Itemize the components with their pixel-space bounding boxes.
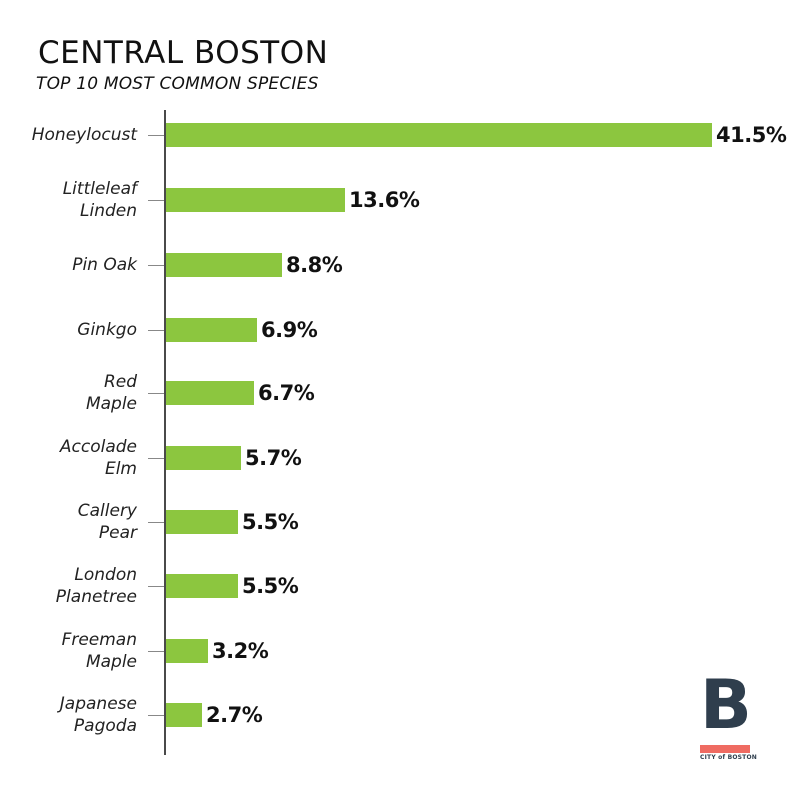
category-label: Honeylocust — [32, 124, 137, 146]
category-label-line: London — [74, 565, 137, 585]
category-label-line: Ginkgo — [77, 320, 137, 340]
value-label: 3.2% — [212, 639, 269, 663]
axis-tick — [148, 586, 164, 587]
category-label: Freeman Maple — [62, 629, 137, 673]
category-label-line: Honeylocust — [31, 125, 137, 145]
category-label: Pin Oak — [72, 254, 137, 276]
category-label: Ginkgo — [77, 319, 137, 341]
category-label: Littleleaf Linden — [63, 178, 137, 222]
category-label-line: Maple — [85, 394, 137, 414]
bar — [166, 574, 238, 598]
bar — [166, 703, 202, 727]
category-label-line: Accolade — [59, 437, 137, 457]
category-label: Callery Pear — [78, 500, 137, 544]
axis-tick — [148, 200, 164, 201]
category-label: Japanese Pagoda — [60, 693, 137, 737]
value-label: 5.5% — [242, 574, 299, 598]
category-label-line: Pagoda — [73, 716, 137, 736]
bar — [166, 639, 208, 663]
chart-title: CENTRAL BOSTON — [38, 35, 329, 71]
value-label: 5.7% — [245, 446, 302, 470]
axis-tick — [148, 458, 164, 459]
value-label: 6.9% — [261, 318, 318, 342]
logo-red-bar — [700, 745, 750, 753]
category-label-line: Pear — [98, 523, 137, 543]
axis-tick — [148, 522, 164, 523]
category-label-line: Callery — [77, 501, 137, 521]
category-label-line: Freeman — [61, 630, 137, 650]
category-label-line: Pin Oak — [72, 255, 137, 275]
category-label-line: Red — [103, 372, 137, 392]
category-label-line: Littleleaf — [62, 179, 137, 199]
axis-tick — [148, 135, 164, 136]
bar — [166, 123, 712, 147]
bar — [166, 446, 241, 470]
category-label-line: Japanese — [59, 694, 137, 714]
value-label: 13.6% — [349, 188, 420, 212]
category-label-line: Elm — [104, 459, 137, 479]
axis-tick — [148, 265, 164, 266]
value-label: 41.5% — [716, 123, 787, 147]
category-label: Accolade Elm — [60, 436, 137, 480]
chart-subtitle: TOP 10 MOST COMMON SPECIES — [36, 74, 319, 94]
category-label: Red Maple — [86, 371, 137, 415]
bar — [166, 253, 282, 277]
axis-tick — [148, 715, 164, 716]
axis-tick — [148, 393, 164, 394]
axis-tick — [148, 651, 164, 652]
bar — [166, 510, 238, 534]
category-label: London Planetree — [56, 564, 137, 608]
bar — [166, 318, 257, 342]
city-of-boston-logo: B CITY of BOSTON — [700, 666, 757, 762]
value-label: 5.5% — [242, 510, 299, 534]
value-label: 2.7% — [206, 703, 263, 727]
logo-text: CITY of BOSTON — [700, 754, 757, 761]
category-label-line: Maple — [85, 652, 137, 672]
category-label-line: Planetree — [55, 587, 137, 607]
y-axis-line — [164, 110, 166, 755]
value-label: 8.8% — [286, 253, 343, 277]
bar — [166, 188, 345, 212]
category-label-line: Linden — [80, 201, 137, 221]
bar — [166, 381, 254, 405]
value-label: 6.7% — [258, 381, 315, 405]
axis-tick — [148, 330, 164, 331]
logo-b-letter: B — [700, 666, 752, 745]
